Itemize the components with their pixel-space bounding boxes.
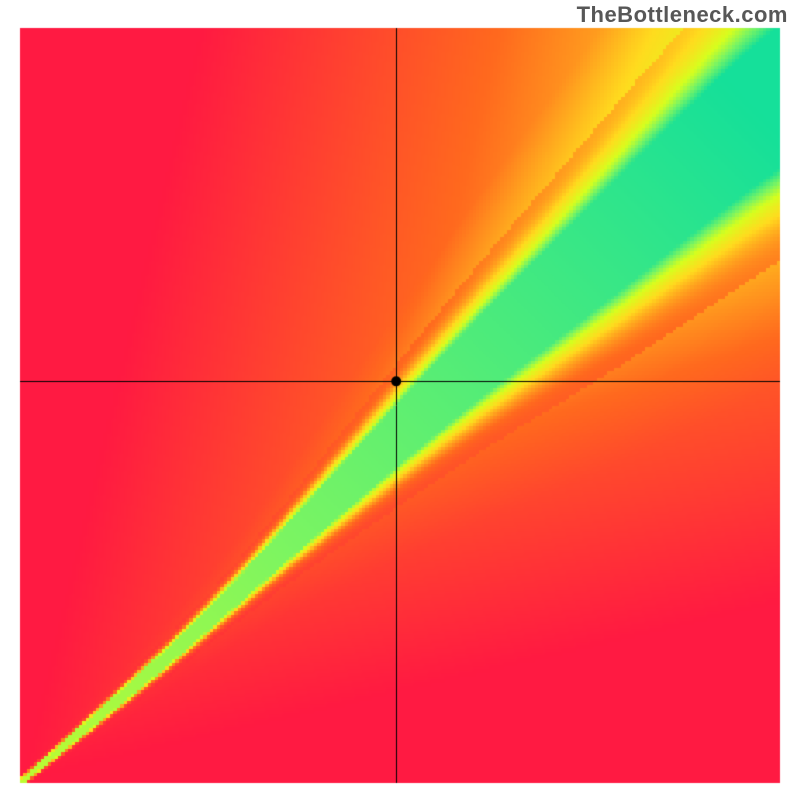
watermark-text: TheBottleneck.com [577, 2, 788, 28]
bottleneck-heatmap [0, 0, 800, 800]
